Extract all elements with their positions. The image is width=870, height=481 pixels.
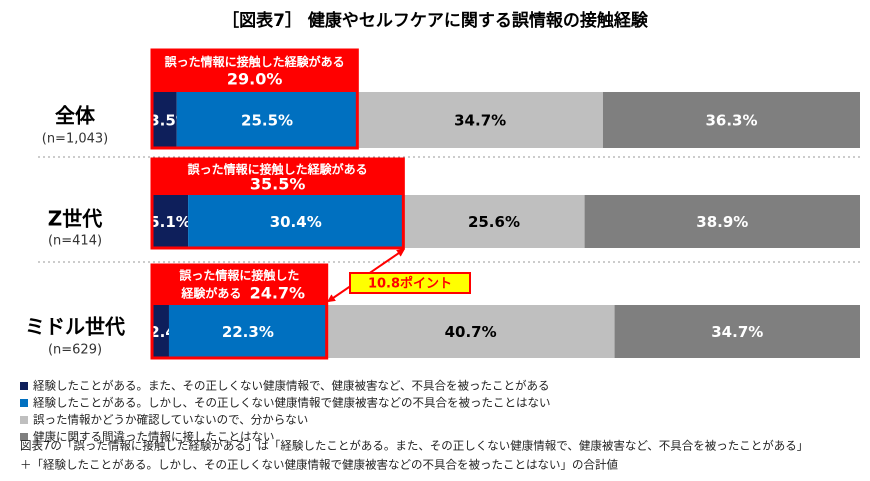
data-label: 22.3% [222,323,274,341]
category-note: (n=629) [48,343,102,358]
annotation-header [152,265,327,305]
bar-segment [176,92,358,148]
data-label: 36.3% [705,112,757,130]
legend-label: 経験したことがある。また、その正しくない健康情報で、健康被害など、不具合を被った… [33,379,549,393]
category-note: (n=1,043) [42,132,109,147]
category-label: ミドル世代 [25,315,125,339]
legend-swatch [20,416,28,424]
difference-box [349,272,471,294]
legend-label: 誤った情報かどうか確認していないので、分からない [33,413,308,427]
data-label: 5.1% [149,213,191,231]
bar-segment [152,305,169,358]
annotation-label: 経験がある [180,285,241,300]
bar-segment [152,195,189,248]
annotation-header [152,159,404,195]
bar-segment [152,92,177,148]
bar-segment [326,305,615,358]
data-label: 38.9% [696,213,748,231]
legend-label: 健康に関する間違った情報に接したことはない [33,430,275,444]
annotation-label: 誤った情報に接触した経験がある [188,161,368,176]
footnote: 図表7の「誤った情報に接触した経験がある」は「経験したことがある。また、その正し… [20,439,808,453]
data-label: 40.7% [445,323,497,341]
annotation-header [152,50,358,92]
legend-label: 経験したことがある。しかし、その正しくない健康情報で健康被害などの不具合を被った… [33,396,551,410]
bar-segment [168,305,327,358]
data-label: 34.7% [711,323,763,341]
annotation-outline [150,157,405,250]
data-label: 25.6% [468,213,520,231]
bar-segment [188,195,404,248]
data-label: 25.5% [241,112,293,130]
annotation-total: 29.0% [227,70,283,89]
bar-segment [357,92,603,148]
annotation-label: 誤った情報に接触した経験がある [165,54,345,69]
footnote: ＋「経験したことがある。しかし、その正しくない健康情報で健康被害などの不具合を被… [20,458,618,472]
annotation-total: 24.7% [250,283,306,302]
bar-segment [602,92,860,148]
legend-swatch [20,433,28,441]
category-label: 全体 [55,104,96,128]
difference-label: 10.8ポイント [368,276,452,292]
annotation-outline [150,263,329,360]
data-label: 34.7% [454,112,506,130]
bar-segment [403,195,585,248]
bar-segment [584,195,860,248]
chart-title: ［図表7］ 健康やセルフケアに関する誤情報の接触経験 [222,10,649,31]
data-label: 30.4% [270,213,322,231]
legend-swatch [20,382,28,390]
category-note: (n=414) [48,234,102,249]
category-label: Z世代 [48,207,103,231]
legend-swatch [20,399,28,407]
bar-segment [614,305,860,358]
annotation-label: 誤った情報に接触した [179,268,299,283]
annotation-total: 35.5% [250,174,306,193]
annotation-outline [150,48,359,150]
